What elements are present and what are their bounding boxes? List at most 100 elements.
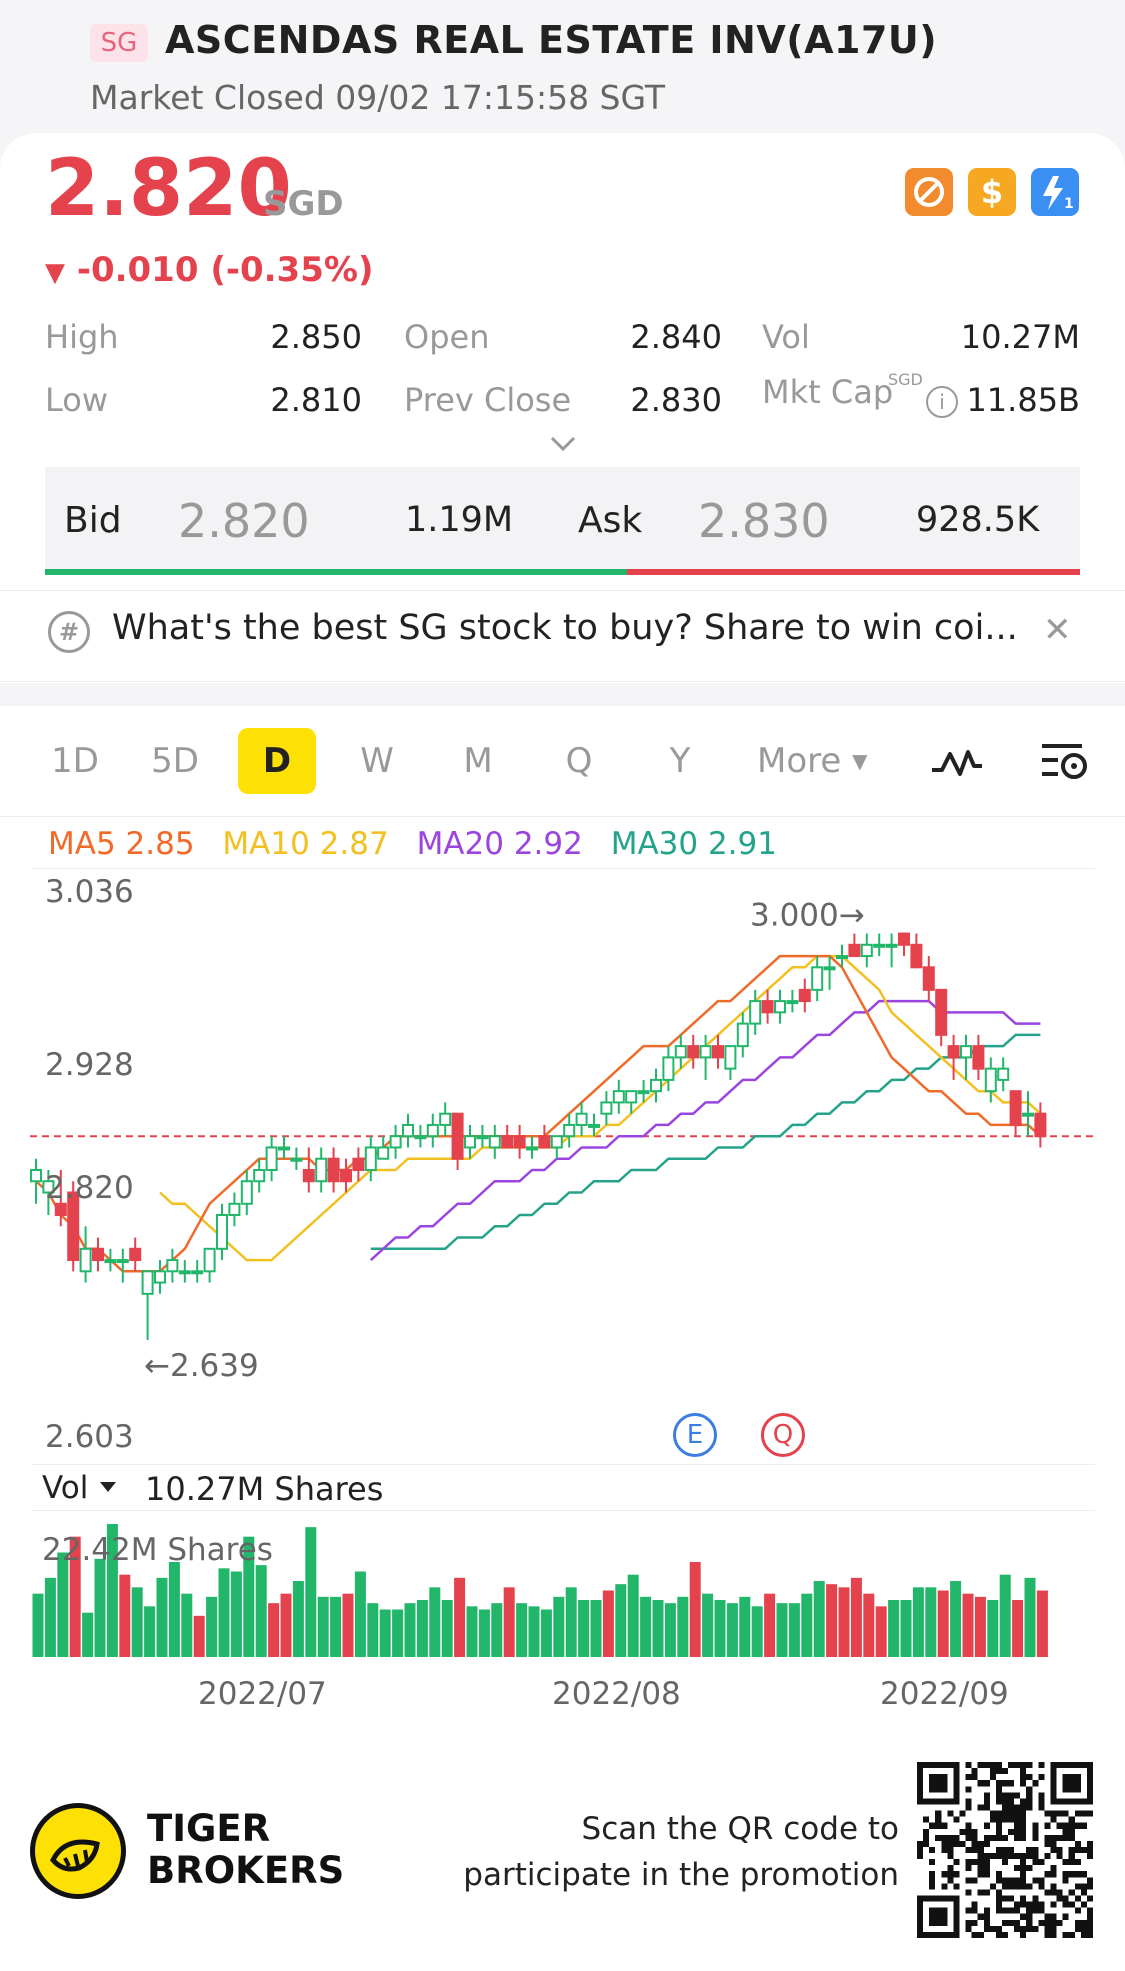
ask-size: 928.5K	[916, 500, 1040, 540]
svg-text:1: 1	[1064, 196, 1074, 212]
tab-w[interactable]: W	[360, 741, 394, 781]
promo-text[interactable]: What's the best SG stock to buy? Share t…	[112, 608, 1018, 648]
candle	[836, 944, 848, 968]
chart-settings-icon[interactable]	[1038, 740, 1092, 784]
qr-code[interactable]	[917, 1762, 1093, 1938]
volume-chart[interactable]	[0, 1512, 1125, 1662]
mkt-cap-currency: SGD	[888, 370, 923, 389]
volume-bar	[850, 1577, 862, 1657]
volume-bar	[367, 1603, 379, 1657]
tab-more-label: More	[757, 741, 842, 781]
candle	[488, 1124, 501, 1159]
volume-bar	[602, 1590, 614, 1657]
volume-bar	[156, 1577, 168, 1657]
candle	[253, 1158, 266, 1193]
x-axis-label: 2022/09	[880, 1676, 1009, 1712]
y-axis-label: 2.820	[45, 1170, 134, 1206]
candle	[712, 1034, 724, 1069]
ma20-line	[369, 999, 1041, 1262]
volume-bar	[863, 1593, 875, 1657]
volume-bar	[553, 1596, 565, 1657]
candle	[526, 1136, 538, 1159]
volume-bar	[168, 1561, 180, 1657]
volume-bar	[32, 1593, 44, 1657]
volume-bar	[888, 1599, 900, 1657]
volume-bar	[1012, 1599, 1024, 1657]
no-short-icon[interactable]	[905, 168, 953, 216]
price-currency: SGD	[263, 184, 344, 224]
quarter-event-marker[interactable]: Q	[761, 1413, 805, 1457]
candle	[563, 1113, 576, 1148]
volume-bar	[441, 1599, 453, 1657]
volume-bar	[900, 1599, 912, 1657]
y-axis-label: 2.928	[45, 1047, 134, 1083]
candle	[687, 1034, 700, 1069]
volume-bar	[379, 1609, 391, 1657]
tab-m[interactable]: M	[463, 741, 493, 781]
volume-bar	[689, 1561, 701, 1657]
candlestick-chart[interactable]: 3.000→ ←2.639	[0, 868, 1125, 1428]
volume-bar	[764, 1593, 776, 1657]
chart-panel	[0, 706, 1125, 1971]
candle	[811, 956, 824, 1002]
tabs-divider	[0, 816, 1125, 817]
candle	[191, 1260, 204, 1283]
volume-bar	[131, 1587, 143, 1657]
tab-5d[interactable]: 5D	[151, 741, 199, 781]
high-marker: 3.000→	[750, 898, 865, 934]
ma-legend[interactable]: MA5 2.85 MA10 2.87 MA20 2.92 MA30 2.91	[48, 826, 795, 862]
low-marker: ←2.639	[144, 1348, 259, 1384]
promo-banner[interactable]	[0, 590, 1125, 682]
candle	[984, 1057, 997, 1103]
candle	[600, 1091, 613, 1125]
volume-label[interactable]: Vol	[42, 1470, 89, 1506]
tab-d[interactable]: D	[238, 728, 316, 794]
ask-price[interactable]: 2.830	[698, 494, 830, 548]
candle	[92, 1237, 104, 1272]
candle	[997, 1057, 1010, 1092]
candle	[761, 989, 774, 1024]
ma20-label: MA20 2.92	[416, 826, 583, 862]
volume-bar	[429, 1587, 441, 1657]
close-icon[interactable]: ✕	[1043, 610, 1072, 650]
caret-down-icon[interactable]	[100, 1482, 116, 1492]
info-icon[interactable]: i	[926, 386, 958, 418]
market-badge: SG	[90, 24, 148, 62]
volume-bar	[739, 1596, 751, 1657]
earnings-event-marker[interactable]: E	[673, 1413, 717, 1457]
volume-bar	[875, 1606, 887, 1657]
candle	[216, 1203, 228, 1261]
bid-price[interactable]: 2.820	[178, 494, 310, 548]
market-status: Market Closed 09/02 17:15:58 SGT	[90, 78, 666, 117]
tab-y[interactable]: Y	[669, 741, 691, 781]
dollar-icon[interactable]: $	[968, 168, 1016, 216]
candle	[426, 1113, 439, 1148]
volume-bar	[627, 1574, 639, 1657]
candle	[42, 1169, 55, 1216]
top-header	[0, 0, 1125, 135]
candle	[104, 1248, 117, 1272]
volume-bar	[640, 1596, 652, 1657]
ma10-line	[159, 954, 1042, 1262]
tab-q[interactable]: Q	[565, 741, 593, 781]
chevron-down-icon[interactable]	[548, 432, 578, 456]
open-label: Open	[404, 318, 490, 356]
volume-bar	[94, 1558, 106, 1657]
volume-bar	[330, 1596, 342, 1657]
volume-bar	[206, 1596, 218, 1657]
indicator-icon[interactable]	[930, 740, 984, 784]
volume-bar	[305, 1527, 317, 1657]
hashtag-icon: #	[48, 611, 90, 653]
ma-divider	[32, 868, 1095, 869]
candle	[848, 933, 861, 958]
y-axis-label: 2.603	[45, 1419, 134, 1455]
candle	[960, 1034, 972, 1080]
candle	[501, 1124, 514, 1149]
tab-more[interactable]: More ▼	[757, 728, 868, 794]
volume-inner-divider	[32, 1510, 1095, 1511]
candle	[885, 933, 898, 968]
volume-bar	[578, 1599, 590, 1657]
volume-bar	[540, 1609, 552, 1657]
lightning-icon[interactable]: 1	[1031, 168, 1079, 216]
tab-1d[interactable]: 1D	[51, 741, 99, 781]
